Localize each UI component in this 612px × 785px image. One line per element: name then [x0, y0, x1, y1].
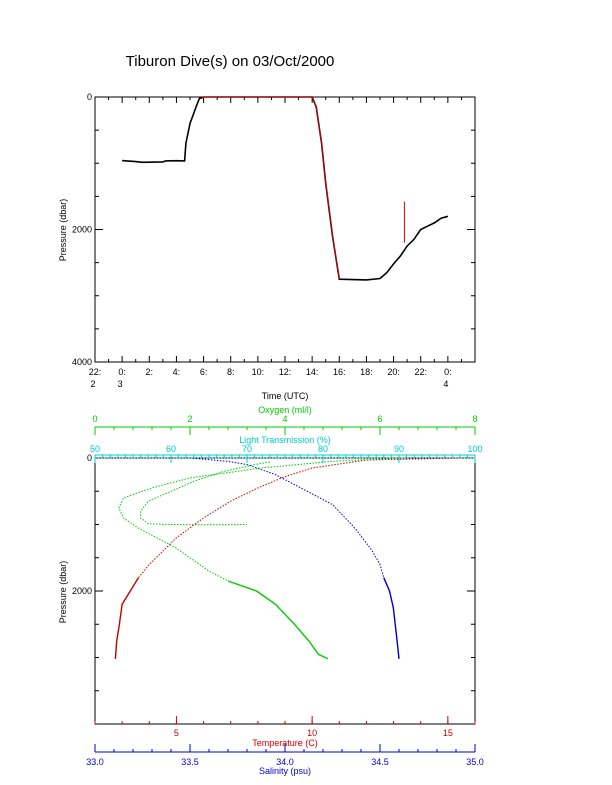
plot2-axis-tick-label: 8 — [472, 414, 477, 424]
plot2-ytick-label: 0 — [87, 453, 92, 463]
plot2-axis-tick-label: 6 — [377, 414, 382, 424]
plot2-axis-tick-label: 4 — [282, 414, 287, 424]
plot1-xtick-label: 2: — [146, 367, 154, 377]
plot1-xtick-label: 14: — [306, 367, 319, 377]
plot2-axis-title: Salinity (psu) — [259, 766, 311, 776]
plot2-axis-tick-label: 34.5 — [371, 757, 389, 767]
plot1-xlabel: Time (UTC) — [262, 391, 309, 401]
pressure-time-plot: 22:20:32: 4: 6: 8: 10: 12: 14: 16: 18: 20: 22: 0:40… — [58, 92, 476, 401]
plot2-axis-tick-label: 33.5 — [181, 757, 199, 767]
plot2-ylabel: Pressure (dbar) — [58, 561, 68, 624]
plot2-axis-tick-label: 33.0 — [86, 757, 104, 767]
plot2-axis-title: Temperature (C) — [252, 738, 318, 748]
plot1-xtick-sublabel: 4 — [443, 379, 448, 389]
plot2-axis-tick-label: 100 — [467, 444, 482, 454]
plot1-xtick-label: 0: — [444, 367, 452, 377]
plot2-axis-tick-label: 80 — [318, 444, 328, 454]
plot1-series-line — [200, 96, 340, 279]
plot2-axis-tick-label: 50 — [90, 444, 100, 454]
plot1-xtick-label: 10: — [252, 367, 265, 377]
plot2-series-line — [140, 461, 270, 526]
plot2-ytick-label: 2000 — [72, 586, 92, 596]
plot1-xtick-label: 22: — [414, 367, 427, 377]
plot2-axis-tick-label: 90 — [394, 444, 404, 454]
plot2-axis-tick-label: 70 — [242, 444, 252, 454]
plot2-axis-tick-label: 15 — [443, 728, 453, 738]
plot1-ytick-label: 2000 — [72, 225, 92, 235]
plot1-xtick-label: 22: — [89, 367, 102, 377]
plot2-series-line — [118, 457, 404, 660]
plot2-axis-tick-label: 2 — [187, 414, 192, 424]
plot1-xtick-label: 20: — [387, 367, 400, 377]
plot1-xtick-label: 18: — [360, 367, 373, 377]
plot2-axis-tick-label: 34.0 — [276, 757, 294, 767]
plot2-axis-title: Light Transmission (%) — [239, 435, 331, 445]
plot1-frame — [94, 96, 476, 363]
plot2-series-deep — [227, 580, 329, 660]
plot1-xtick-label: 0: — [118, 367, 126, 377]
plot2-axis-tick-label: 0 — [92, 414, 97, 424]
plot1-ytick-label: 0 — [87, 92, 92, 102]
plot1-xtick-sublabel: 3 — [118, 379, 123, 389]
plot2-axis-tick-label: 60 — [166, 444, 176, 454]
plot1-xtick-label: 6: — [200, 367, 208, 377]
plot2-axis-tick-label: 5 — [174, 728, 179, 738]
plot2-series-line — [189, 457, 400, 659]
plot1-ytick-label: 4000 — [72, 357, 92, 367]
plot1-xtick-sublabel: 2 — [90, 379, 95, 389]
chart-title: Tiburon Dive(s) on 03/Oct/2000 — [126, 53, 335, 70]
plot2-axis-title: Oxygen (ml/l) — [258, 405, 312, 415]
plot1-xtick-label: 4: — [173, 367, 181, 377]
plot2-series-line — [114, 457, 462, 659]
plot2-series-deep — [383, 577, 400, 659]
plot2-axis-tick-label: 10 — [307, 728, 317, 738]
plot1-xtick-label: 16: — [333, 367, 346, 377]
plot1-series-line — [122, 96, 449, 281]
plot2-frame — [94, 457, 476, 725]
plot2-series-deep — [114, 577, 139, 659]
plot1-ylabel: Pressure (dbar) — [58, 199, 68, 262]
profile-plot: 0 2000 Pressure (dbar) 0 2 4 6 8 Oxygen (ml/l) 50… — [58, 405, 484, 776]
plot1-xtick-label: 8: — [227, 367, 235, 377]
plot2-axis-tick-label: 35.0 — [466, 757, 484, 767]
plot1-xtick-label: 12: — [279, 367, 292, 377]
